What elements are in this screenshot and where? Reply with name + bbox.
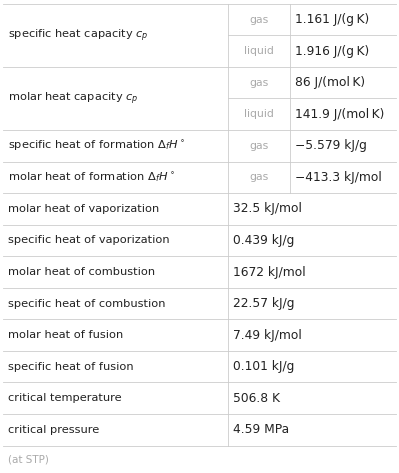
Text: 7.49 kJ/mol: 7.49 kJ/mol	[233, 329, 301, 342]
Text: gas: gas	[249, 172, 269, 182]
Text: 141.9 J/(mol K): 141.9 J/(mol K)	[294, 108, 384, 121]
Text: liquid: liquid	[244, 46, 274, 56]
Text: (at STP): (at STP)	[8, 454, 49, 464]
Text: 1672 kJ/mol: 1672 kJ/mol	[233, 265, 305, 279]
Text: specific heat of vaporization: specific heat of vaporization	[8, 236, 170, 245]
Text: 32.5 kJ/mol: 32.5 kJ/mol	[233, 202, 301, 215]
Text: specific heat of combustion: specific heat of combustion	[8, 298, 166, 308]
Text: 1.916 J/(g K): 1.916 J/(g K)	[294, 44, 369, 58]
Text: gas: gas	[249, 141, 269, 151]
Text: 4.59 MPa: 4.59 MPa	[233, 423, 289, 436]
Text: 506.8 K: 506.8 K	[233, 392, 280, 405]
Text: 0.101 kJ/g: 0.101 kJ/g	[233, 360, 294, 373]
Text: 0.439 kJ/g: 0.439 kJ/g	[233, 234, 294, 247]
Text: molar heat of formation $\Delta_f H^\circ$: molar heat of formation $\Delta_f H^\cir…	[8, 170, 175, 184]
Text: specific heat of formation $\Delta_f H^\circ$: specific heat of formation $\Delta_f H^\…	[8, 139, 185, 153]
Text: 86 J/(mol K): 86 J/(mol K)	[294, 76, 365, 89]
Text: 22.57 kJ/g: 22.57 kJ/g	[233, 297, 294, 310]
Text: 1.161 J/(g K): 1.161 J/(g K)	[294, 13, 369, 26]
Text: molar heat of fusion: molar heat of fusion	[8, 330, 123, 340]
Text: critical temperature: critical temperature	[8, 393, 122, 403]
Text: −5.579 kJ/g: −5.579 kJ/g	[294, 139, 366, 152]
Text: specific heat capacity $c_p$: specific heat capacity $c_p$	[8, 27, 148, 44]
Text: molar heat of combustion: molar heat of combustion	[8, 267, 155, 277]
Text: molar heat of vaporization: molar heat of vaporization	[8, 204, 159, 214]
Text: critical pressure: critical pressure	[8, 425, 99, 435]
Text: gas: gas	[249, 78, 269, 88]
Text: −413.3 kJ/mol: −413.3 kJ/mol	[294, 171, 381, 184]
Text: molar heat capacity $c_p$: molar heat capacity $c_p$	[8, 90, 138, 106]
Text: gas: gas	[249, 15, 269, 25]
Text: specific heat of fusion: specific heat of fusion	[8, 362, 134, 372]
Text: liquid: liquid	[244, 109, 274, 119]
